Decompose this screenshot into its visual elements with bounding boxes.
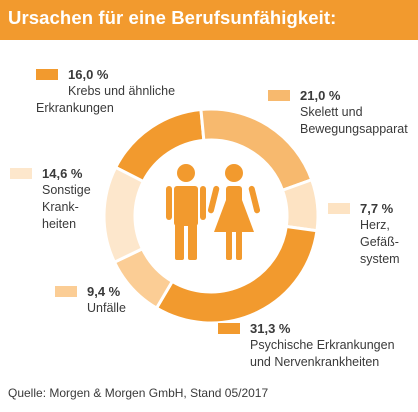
title-bar: Ursachen für eine Berufsunfähigkeit: (0, 0, 418, 40)
legend-swatch (10, 168, 32, 179)
man-head (177, 164, 195, 182)
slice-name-line2: Erkrankungen (36, 101, 114, 115)
label-psychische: 31,3 % Psychische Erkrankungen und Nerve… (218, 320, 414, 371)
label-sonstige: 14,6 % Sonstige Krank- heiten (10, 165, 130, 233)
slice-value: 21,0 % (300, 88, 341, 103)
man-left-arm (166, 186, 172, 220)
chart-title: Ursachen für eine Berufsunfähigkeit: (8, 7, 337, 28)
woman-left-arm (207, 185, 220, 214)
woman-torso (226, 186, 242, 204)
slice-name-line1: Sonstige (42, 183, 91, 197)
slice-name-line2: Gefäß- system (360, 235, 400, 266)
woman-right-leg (236, 230, 242, 260)
donut-slice-5 (102, 165, 146, 265)
slice-value: 7,7 % (360, 201, 394, 216)
source-note: Quelle: Morgen & Morgen GmbH, Stand 05/2… (8, 386, 269, 400)
slice-name-line1: Unfälle (87, 301, 126, 315)
slice-name-line2: und Nervenkrankheiten (250, 355, 380, 369)
man-left-leg (175, 224, 184, 260)
woman-right-arm (248, 185, 261, 214)
donut-slices (102, 107, 320, 325)
slice-value: 14,6 % (42, 166, 83, 181)
legend-swatch (55, 286, 77, 297)
slice-value: 9,4 % (87, 284, 121, 299)
label-krebs: 16,0 % Krebs und ähnliche Erkrankungen (36, 66, 186, 117)
donut-slice-2 (280, 177, 320, 233)
slice-name-line1: Krebs und ähnliche (68, 84, 176, 98)
man-right-leg (188, 224, 197, 260)
woman-skirt (214, 200, 254, 232)
man-torso (174, 186, 198, 226)
label-skelett: 21,0 % Skelett und Bewegungsapparat (268, 87, 413, 138)
woman-left-leg (226, 230, 232, 260)
slice-name-line1: Herz, (360, 218, 390, 232)
donut-chart (102, 107, 320, 325)
woman-head (225, 164, 243, 182)
label-unfaelle: 9,4 % Unfälle (55, 283, 145, 317)
slice-value: 16,0 % (68, 67, 109, 82)
man-right-arm (200, 186, 206, 220)
label-herz: 7,7 % Herz, Gefäß- system (328, 200, 413, 268)
man-and-woman-icon (166, 164, 261, 260)
slice-name-line2: Krank- heiten (42, 200, 79, 231)
slice-value: 31,3 % (250, 321, 291, 336)
slice-name-line1: Psychische Erkrankungen (250, 338, 395, 352)
legend-swatch (218, 323, 240, 334)
legend-swatch (36, 69, 58, 80)
slice-name-line1: Skelett und (300, 105, 363, 119)
legend-swatch (328, 203, 350, 214)
legend-swatch (268, 90, 290, 101)
slice-name-line2: Bewegungsapparat (300, 122, 408, 136)
